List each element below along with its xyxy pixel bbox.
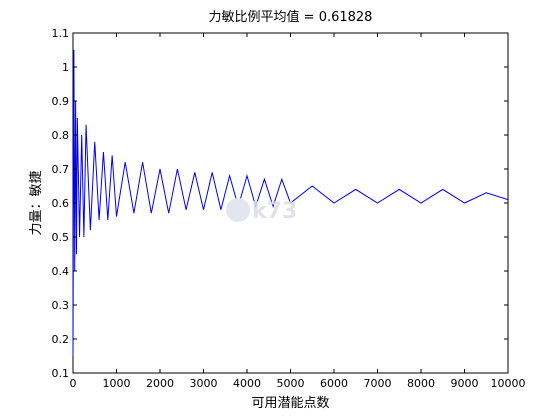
x-tick-label: 9000 <box>451 377 479 390</box>
x-tick-label: 10000 <box>491 377 526 390</box>
x-tick-label: 8000 <box>407 377 435 390</box>
x-tick-label: 6000 <box>320 377 348 390</box>
watermark-text: k73 <box>252 199 297 224</box>
y-tick-label: 1.1 <box>52 27 70 40</box>
y-axis-ticks: 0.1 0.2 0.3 0.4 0.5 0.6 0.7 0.8 0.9 1 1.1 <box>52 27 508 380</box>
x-tick-label: 5000 <box>277 377 305 390</box>
chart-title: 力敏比例平均值 = 0.61828 <box>209 9 373 25</box>
y-tick-label: 0.6 <box>52 197 70 210</box>
x-axis-ticks: 0 1000 2000 3000 4000 5000 6000 7000 8000 9000 100… <box>70 33 526 390</box>
x-tick-label: 2000 <box>146 377 174 390</box>
y-tick-label: 0.4 <box>52 265 70 278</box>
k73-logo-icon <box>226 198 250 222</box>
x-tick-label: 4000 <box>233 377 261 390</box>
series-group <box>72 49 509 357</box>
y-tick-label: 0.8 <box>52 129 70 142</box>
x-tick-label: 1000 <box>103 377 131 390</box>
x-tick-label: 0 <box>70 377 77 390</box>
x-tick-label: 7000 <box>364 377 392 390</box>
series-line <box>72 49 509 357</box>
y-axis-label: 力量：敏捷 <box>29 170 44 235</box>
y-tick-label: 0.5 <box>52 231 70 244</box>
y-tick-label: 0.3 <box>52 299 70 312</box>
y-tick-label: 0.1 <box>52 367 70 380</box>
watermark: k73 <box>226 198 297 224</box>
y-tick-label: 0.7 <box>52 163 70 176</box>
y-tick-label: 0.9 <box>52 95 70 108</box>
y-tick-label: 0.2 <box>52 333 70 346</box>
y-tick-label: 1 <box>62 61 69 74</box>
x-axis-label: 可用潜能点数 <box>251 396 329 411</box>
x-tick-label: 3000 <box>190 377 218 390</box>
